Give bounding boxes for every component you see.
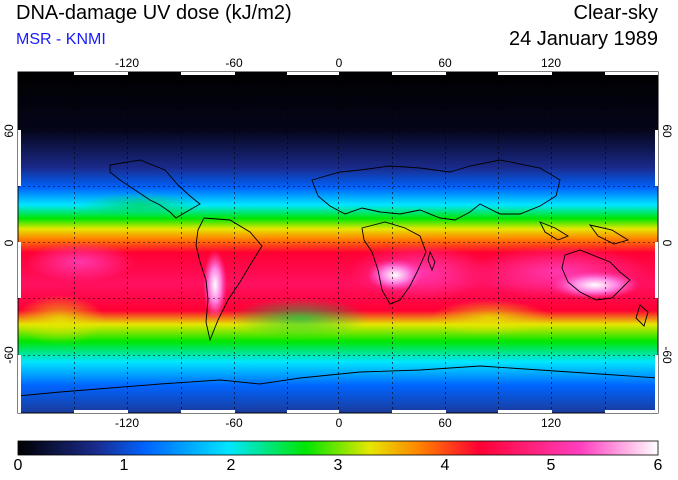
title: DNA-damage UV dose (kJ/m2) — [16, 2, 292, 24]
lon-tick-top-minus120: -120 — [114, 56, 140, 70]
lon-tick-bottom-0: 0 — [335, 416, 343, 430]
colorbar-tick-6: 6 — [653, 457, 663, 474]
lon-tick-top-0: 0 — [335, 56, 343, 70]
subtitle-source: MSR - KNMI — [16, 31, 106, 48]
lat-tick-left-0: 0 — [2, 239, 16, 247]
lat-tick-right-minus60: -60 — [660, 346, 674, 364]
lon-tick-bottom-60: 60 — [438, 416, 452, 430]
lat-lon-grid — [18, 72, 658, 413]
dose-field — [18, 72, 658, 413]
lat-tick-right-0: 0 — [660, 239, 674, 247]
colorbar-tick-4: 4 — [440, 457, 450, 474]
lat-tick-left-minus60: -60 — [2, 346, 16, 364]
sky-condition: Clear-sky — [573, 2, 658, 24]
lon-tick-bottom-minus120: -120 — [114, 416, 140, 430]
date-label: 24 January 1989 — [508, 28, 658, 50]
lon-tick-top-minus60: -60 — [225, 56, 243, 70]
lon-tick-bottom-minus60: -60 — [225, 416, 243, 430]
lat-tick-right-60: 60 — [660, 124, 674, 138]
colorbar — [17, 440, 659, 456]
coastlines — [18, 159, 658, 397]
lon-tick-bottom-120: 120 — [540, 416, 562, 430]
colorbar-tick-3: 3 — [333, 457, 343, 474]
colorbar-tick-2: 2 — [226, 457, 236, 474]
lon-tick-top-120: 120 — [540, 56, 562, 70]
colorbar-tick-5: 5 — [546, 457, 556, 474]
colorbar-tick-1: 1 — [119, 457, 129, 474]
lat-tick-left-60: 60 — [2, 124, 16, 138]
map-frame — [17, 71, 659, 414]
lon-tick-top-60: 60 — [438, 56, 452, 70]
colorbar-tick-0: 0 — [13, 457, 23, 474]
